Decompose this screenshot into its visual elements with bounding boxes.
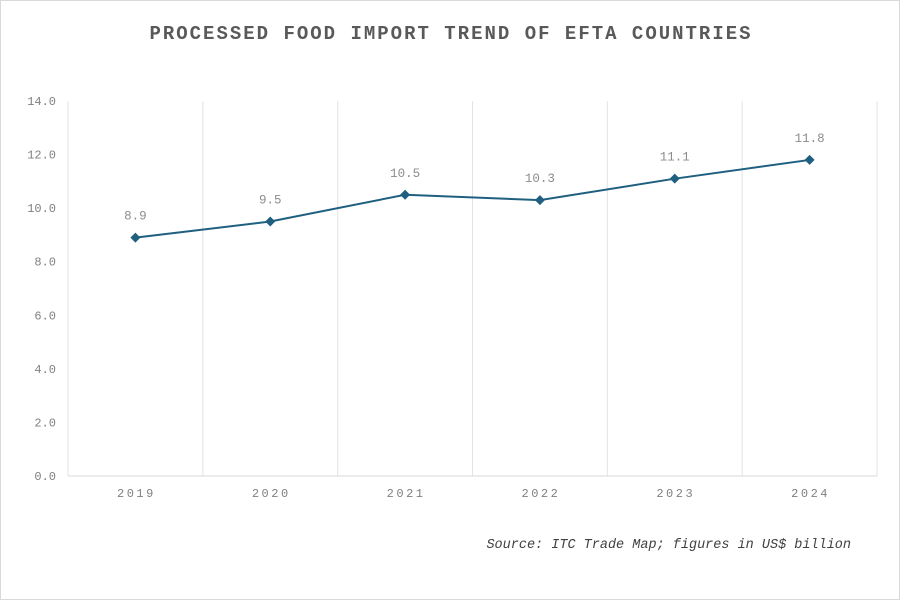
data-point-marker [130, 232, 141, 243]
data-label: 11.8 [795, 132, 825, 146]
x-tick-label: 2024 [791, 487, 830, 501]
y-tick-label: 12.0 [27, 149, 56, 163]
y-tick-label: 2.0 [34, 416, 56, 430]
data-label: 10.5 [390, 167, 420, 181]
y-tick-label: 14.0 [27, 95, 56, 109]
data-label: 9.5 [259, 194, 282, 208]
source-note: Source: ITC Trade Map; figures in US$ bi… [486, 538, 851, 553]
x-tick-label: 2019 [117, 487, 156, 501]
data-point-marker [400, 189, 411, 200]
data-point-marker [534, 195, 545, 206]
series-line [135, 158, 810, 239]
y-tick-label: 4.0 [34, 363, 56, 377]
chart-title: PROCESSED FOOD IMPORT TREND OF EFTA COUN… [149, 23, 753, 45]
y-tick-label: 6.0 [34, 309, 56, 323]
data-point-marker [804, 154, 815, 165]
y-tick-label: 0.0 [34, 470, 56, 484]
y-tick-label: 8.0 [34, 256, 56, 270]
x-tick-label: 2023 [656, 487, 695, 501]
data-label: 8.9 [124, 210, 147, 224]
x-tick-label: 2020 [252, 487, 291, 501]
data-label: 10.3 [525, 172, 555, 186]
data-point-marker [265, 216, 276, 227]
data-point-marker [669, 173, 680, 184]
x-tick-label: 2022 [522, 487, 561, 501]
x-tick-label: 2021 [387, 487, 426, 501]
data-label: 11.1 [660, 151, 690, 165]
y-tick-label: 10.0 [27, 202, 56, 216]
